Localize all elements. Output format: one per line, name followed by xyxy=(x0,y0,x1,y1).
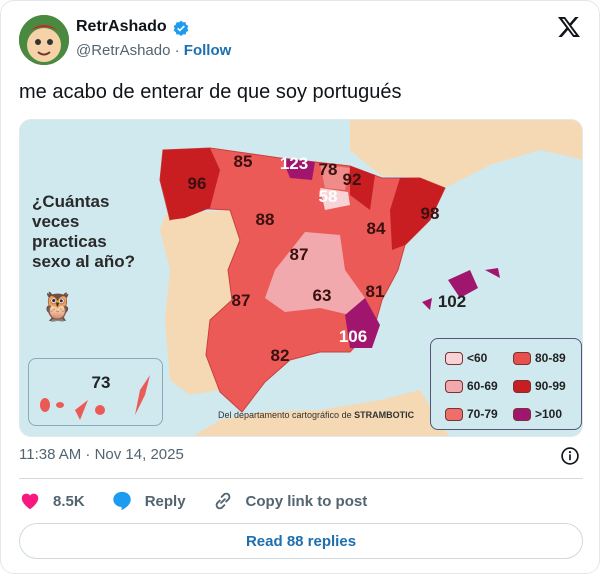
info-icon[interactable] xyxy=(560,446,580,466)
legend-label: 90-99 xyxy=(535,379,566,393)
avatar[interactable] xyxy=(19,15,69,65)
region-cantabria xyxy=(282,158,315,180)
region-value: 73 xyxy=(91,373,111,392)
question-line: ¿Cuántas xyxy=(32,192,110,211)
region-value: 88 xyxy=(255,210,275,229)
credit-brand: STRAMBOTIC xyxy=(354,410,415,420)
region-value: 58 xyxy=(318,187,338,206)
region-rioja xyxy=(320,188,350,210)
region-value: 84 xyxy=(366,219,386,238)
x-logo-icon[interactable] xyxy=(557,15,581,39)
map-question: ¿Cuántas veces practicas sexo al año? xyxy=(32,192,135,272)
region-balearics-menorca xyxy=(485,268,500,278)
reply-label: Reply xyxy=(144,492,186,510)
region-value: 106 xyxy=(338,327,368,346)
timestamp[interactable]: 11:38 AM · Nov 14, 2025 xyxy=(19,446,184,463)
legend-label: 70-79 xyxy=(467,407,498,421)
question-line: sexo al año? xyxy=(32,252,135,271)
tweet-text: me acabo de enterar de que soy portugués xyxy=(19,81,402,103)
author-name[interactable]: RetrAshado xyxy=(76,18,167,35)
land-portugal xyxy=(160,210,240,395)
map-legend: <60 60-69 70-79 80-89 90-99 >100 xyxy=(430,338,582,430)
region-catalonia xyxy=(390,178,445,250)
region-value: 63 xyxy=(312,286,332,305)
region-value: 87 xyxy=(231,291,251,310)
region-galicia xyxy=(160,148,220,220)
region-value: 82 xyxy=(270,346,290,365)
divider xyxy=(19,478,583,479)
author-handle[interactable]: @RetrAshado xyxy=(76,42,171,59)
region-value: 81 xyxy=(365,282,385,301)
separator: · xyxy=(174,42,180,59)
heart-icon xyxy=(21,493,39,510)
read-replies-button[interactable]: Read 88 replies xyxy=(19,523,583,559)
region-balearics-ibiza xyxy=(422,298,432,310)
copy-link-label: Copy link to post xyxy=(245,492,368,510)
region-value: 78 xyxy=(318,160,338,179)
region-castilla-la-mancha xyxy=(265,232,365,315)
land-france xyxy=(350,120,582,188)
region-value: 123 xyxy=(279,154,309,173)
region-murcia xyxy=(345,298,380,348)
reply-button[interactable]: Reply xyxy=(111,490,186,512)
region-value: 102 xyxy=(437,292,467,311)
canary-islands xyxy=(40,375,150,420)
tweet-media-map[interactable]: ¿Cuántas veces practicas sexo al año? 🦉 … xyxy=(19,119,583,437)
region-value: 96 xyxy=(187,174,207,193)
region-value: 85 xyxy=(233,152,253,171)
region-value: 87 xyxy=(289,245,309,264)
reply-bubble-icon xyxy=(112,491,131,511)
region-basque xyxy=(320,164,350,190)
legend-label: >100 xyxy=(535,407,563,421)
land-africa xyxy=(193,390,449,436)
legend-label: <60 xyxy=(467,351,488,365)
follow-button[interactable]: Follow xyxy=(183,42,232,59)
legend-label: 80-89 xyxy=(535,351,566,365)
like-button[interactable]: 8.5K xyxy=(19,490,85,512)
copy-link-button[interactable]: Copy link to post xyxy=(212,490,368,512)
credit-prefix: Del departamento cartográfico de xyxy=(218,410,352,420)
region-value: 98 xyxy=(420,204,440,223)
link-icon xyxy=(215,492,230,510)
canary-islands-inset xyxy=(28,358,163,426)
owl-emoji-icon: 🦉 xyxy=(40,291,75,322)
like-count: 8.5K xyxy=(53,492,85,510)
region-navarra xyxy=(350,166,375,210)
legend-label: 60-69 xyxy=(467,379,498,393)
region-value: 92 xyxy=(342,170,362,189)
action-bar: 8.5K Reply Copy link to post xyxy=(19,490,393,512)
question-line: veces xyxy=(32,212,80,231)
region-balearics-mallorca xyxy=(448,270,478,298)
map-graphic xyxy=(40,120,582,436)
map-credit: Del departamento cartográfico de STRAMBO… xyxy=(218,410,414,420)
verified-badge-icon xyxy=(173,20,189,36)
question-line: practicas xyxy=(32,232,107,251)
